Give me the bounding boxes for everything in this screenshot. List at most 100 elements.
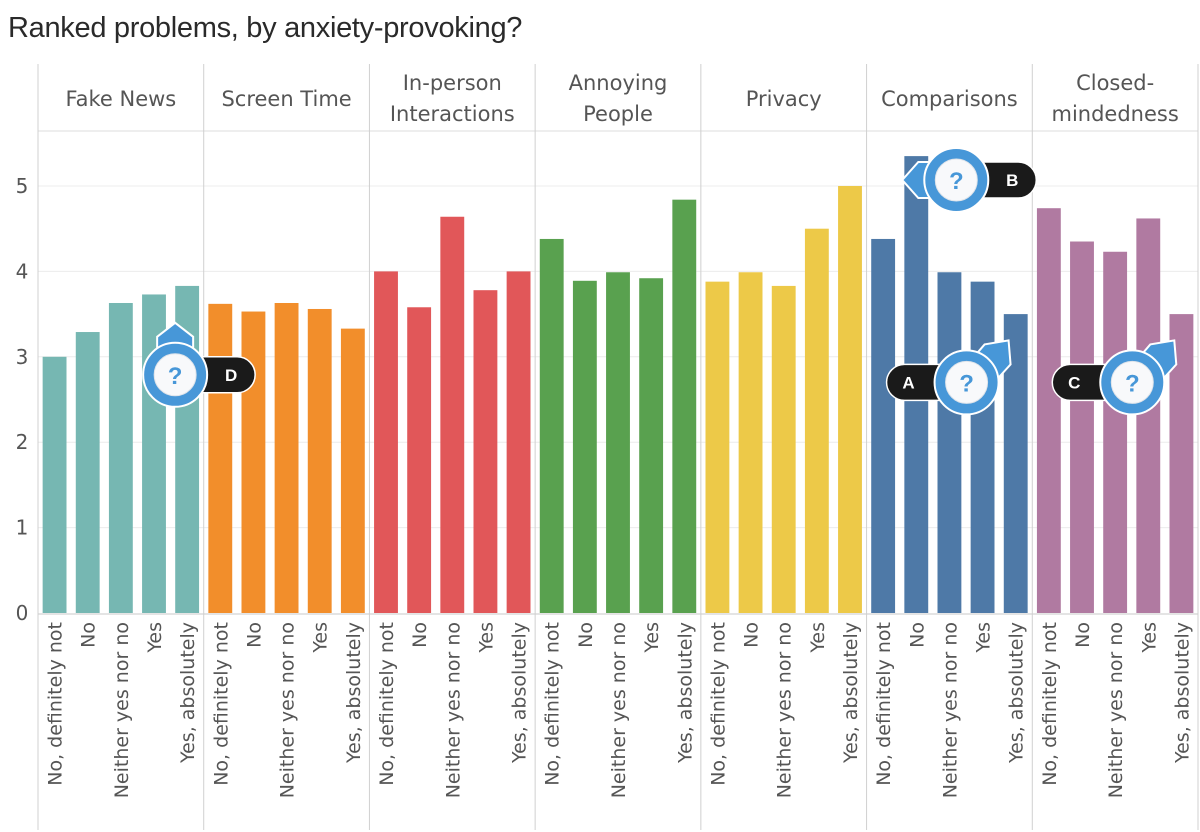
y-tick-label: 0 <box>16 601 29 625</box>
x-category-label: No, definitely not <box>1039 622 1061 786</box>
bar <box>208 303 233 613</box>
x-category-label: No, definitely not <box>210 622 232 786</box>
facet-frames <box>37 64 1199 830</box>
marker-b: B? <box>900 147 1038 213</box>
labels: 0 1 2 3 4 5 Fake News No, definitely not No Neith… <box>16 71 1194 798</box>
x-category-label: Yes <box>1138 622 1160 654</box>
facet-header-label: Closed- <box>1076 71 1154 95</box>
bar <box>572 280 597 613</box>
x-category-label: Yes <box>144 622 166 654</box>
question-icon <box>945 360 989 404</box>
x-category-label: Neither yes nor no <box>277 622 299 798</box>
x-category-label: Yes, absolutely <box>840 622 862 764</box>
marker-letter: D <box>225 366 237 385</box>
facet-header-label: mindedness <box>1051 102 1178 126</box>
question-mark: ? <box>168 363 183 390</box>
bar <box>1169 314 1194 613</box>
bar <box>407 307 432 613</box>
marker-letter: A <box>902 373 914 392</box>
bar <box>937 272 962 613</box>
bar <box>838 186 862 613</box>
facet-header-label: Annoying <box>569 71 668 95</box>
markers: D?B?A? C? <box>142 147 1178 416</box>
x-category-label: Neither yes nor no <box>442 622 464 798</box>
x-category-label: Yes, absolutely <box>177 622 199 764</box>
bar <box>374 271 398 613</box>
marker-d: D? <box>142 321 256 408</box>
facet-header-label: Fake News <box>65 87 176 111</box>
facet-header-label: Privacy <box>746 87 822 111</box>
bar <box>440 216 465 613</box>
x-category-label: Yes, absolutely <box>674 622 696 764</box>
bar <box>1103 251 1128 613</box>
x-category-label: No, definitely not <box>873 622 895 786</box>
facet-header-label: People <box>583 102 653 126</box>
x-category-label: Yes <box>475 622 497 654</box>
x-category-label: Yes, absolutely <box>343 622 365 764</box>
bar <box>804 228 829 613</box>
bar <box>639 278 664 613</box>
bar <box>539 238 564 613</box>
bar <box>241 311 266 613</box>
question-mark: ? <box>949 168 964 195</box>
question-mark: ? <box>959 370 974 397</box>
facet-header-label: Comparisons <box>881 87 1018 111</box>
x-category-label: Neither yes nor no <box>608 622 630 798</box>
y-tick-label: 1 <box>16 516 29 540</box>
bar <box>42 356 67 613</box>
bar <box>738 272 763 613</box>
x-category-label: Neither yes nor no <box>1105 622 1127 798</box>
x-category-label: Yes <box>807 622 829 654</box>
x-category-label: Neither yes nor no <box>774 622 796 798</box>
facet-header-label: Screen Time <box>221 87 351 111</box>
x-category-label: No <box>78 622 100 648</box>
question-icon <box>1110 360 1154 404</box>
bar <box>506 271 531 613</box>
y-tick-label: 3 <box>16 345 29 369</box>
bar <box>871 238 896 613</box>
marker-letter: B <box>1006 171 1018 190</box>
marker-a: A? <box>885 339 1012 416</box>
x-category-label: Yes <box>973 622 995 654</box>
bar <box>1070 241 1094 613</box>
bar <box>473 290 498 613</box>
y-tick-label: 5 <box>16 174 29 198</box>
x-category-label: Yes, absolutely <box>1171 622 1193 764</box>
x-category-label: No <box>906 622 928 648</box>
bar <box>108 302 133 613</box>
facet-header-label: Interactions <box>390 102 515 126</box>
bar <box>606 272 630 613</box>
y-tick-label: 2 <box>16 430 29 454</box>
question-mark: ? <box>1125 370 1140 397</box>
x-category-label: Neither yes nor no <box>111 622 133 798</box>
bar <box>307 308 332 613</box>
x-category-label: No, definitely not <box>45 622 67 786</box>
bar <box>274 302 299 613</box>
question-icon <box>934 158 978 202</box>
x-category-label: No, definitely not <box>707 622 729 786</box>
x-category-label: No <box>575 622 597 648</box>
marker-letter: C <box>1068 373 1080 392</box>
x-category-label: No <box>243 622 265 648</box>
chart-title: Ranked problems, by anxiety-provoking? <box>8 12 523 44</box>
bar <box>705 281 730 613</box>
bar <box>1036 208 1061 614</box>
x-category-label: No <box>409 622 431 648</box>
x-category-label: No <box>1072 622 1094 648</box>
question-icon <box>153 353 197 397</box>
facet-header-label: In-person <box>403 71 502 95</box>
x-category-label: No, definitely not <box>542 622 564 786</box>
marker-c: C? <box>1051 339 1178 416</box>
x-category-label: Neither yes nor no <box>939 622 961 798</box>
bar <box>970 281 995 613</box>
bar <box>672 199 697 613</box>
x-category-label: Yes <box>641 622 663 654</box>
bar <box>75 332 100 613</box>
x-category-label: Yes, absolutely <box>1006 622 1028 764</box>
y-tick-label: 4 <box>16 259 29 283</box>
bar <box>1136 218 1161 613</box>
bar <box>771 285 796 613</box>
x-category-label: Yes <box>310 622 332 654</box>
x-category-label: No, definitely not <box>376 622 398 786</box>
